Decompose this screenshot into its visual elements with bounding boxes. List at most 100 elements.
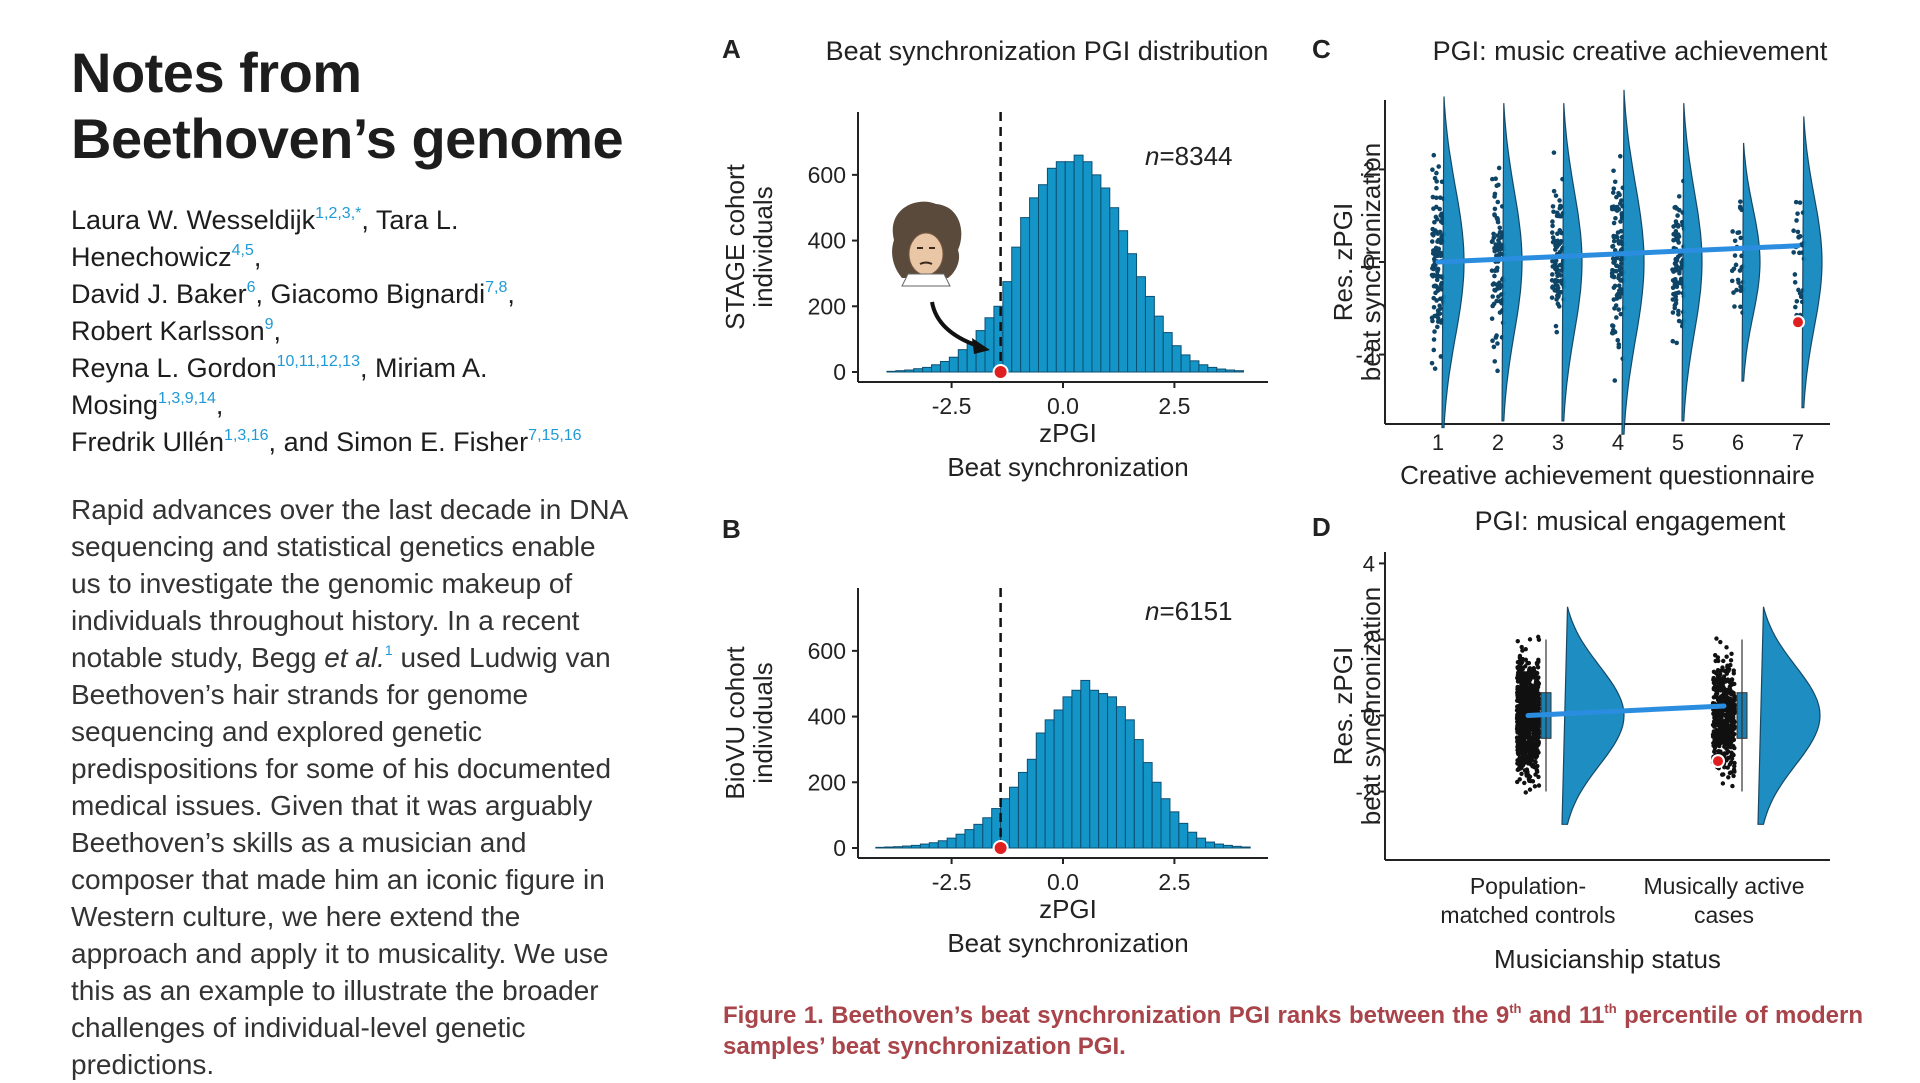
histogram-bar — [1171, 345, 1182, 373]
data-point — [1519, 644, 1524, 650]
data-point — [1492, 206, 1498, 212]
x-tick-label: 0.0 — [1047, 393, 1079, 419]
data-point — [1736, 280, 1741, 285]
author-affiliations[interactable]: 10,11,12,13 — [276, 353, 360, 370]
data-point — [1492, 287, 1497, 293]
data-point — [1676, 240, 1681, 245]
data-point — [1610, 243, 1616, 249]
data-point — [1520, 717, 1525, 722]
histogram-bar — [1133, 739, 1144, 849]
author: Giacomo Bignardi7,8, — [271, 279, 515, 309]
data-point — [1535, 665, 1541, 670]
author-affiliations[interactable]: 7,8 — [485, 279, 508, 296]
data-point — [1712, 749, 1717, 754]
author: David J. Baker6, — [71, 279, 263, 309]
data-point — [1731, 773, 1736, 779]
author-affiliations[interactable]: 1,2,3,* — [315, 205, 362, 222]
data-point — [1431, 295, 1437, 301]
histogram-bar — [1091, 174, 1102, 373]
abstract-reference[interactable]: 1 — [384, 642, 393, 658]
category-group — [1670, 103, 1703, 422]
author-affiliations[interactable]: 4,5 — [231, 242, 254, 259]
y-tick-label: 200 — [808, 293, 846, 319]
author-name: Miriam A. Mosing — [71, 353, 488, 420]
data-point — [1555, 288, 1560, 293]
data-point — [1610, 256, 1616, 262]
histogram-bar — [1144, 295, 1155, 373]
category-group — [1710, 606, 1821, 825]
data-point — [1515, 737, 1520, 742]
x-tick-label: 0.0 — [1047, 869, 1079, 895]
data-point — [1718, 688, 1723, 693]
data-point — [1675, 232, 1681, 237]
author-affiliations[interactable]: 1,3,9,14 — [158, 390, 216, 407]
data-point — [1793, 199, 1799, 205]
author-affiliations[interactable]: 1,3,16 — [224, 427, 269, 444]
histogram-bar — [1017, 771, 1028, 849]
author-affiliations[interactable]: 6 — [246, 279, 256, 296]
author-affiliations[interactable]: 7,15,16 — [528, 427, 582, 444]
histogram-bar — [913, 368, 924, 373]
data-point — [1724, 645, 1729, 650]
histogram-bar — [1100, 187, 1111, 373]
author-affiliations[interactable]: 9 — [264, 316, 274, 333]
x-axis-label: zPGI — [1039, 894, 1097, 924]
x-tick-label: matched controls — [1440, 902, 1615, 928]
data-point — [1536, 742, 1541, 747]
data-point — [1727, 741, 1733, 747]
abstract-text-2: used Ludwig van Beethoven’s hair strands… — [71, 642, 612, 1080]
data-point — [1520, 727, 1525, 733]
data-point — [1730, 229, 1735, 234]
data-point — [1711, 743, 1716, 748]
data-point — [1432, 329, 1437, 334]
histogram-bar — [904, 369, 915, 373]
histogram-bar — [1207, 366, 1218, 373]
author-name: Robert Karlsson — [71, 316, 265, 346]
density-half-violin — [1621, 89, 1645, 435]
histogram-bar — [928, 842, 939, 849]
data-point — [1434, 217, 1440, 222]
y-tick-label: 2 — [1363, 157, 1375, 182]
data-point — [1675, 280, 1680, 285]
data-point — [1722, 764, 1727, 770]
data-point — [1495, 233, 1500, 238]
x-tick-label: Musically active — [1643, 873, 1804, 899]
data-point — [1717, 668, 1722, 674]
data-point — [1674, 264, 1680, 269]
histogram-bar — [984, 317, 995, 373]
data-point — [1791, 250, 1796, 255]
data-point — [1535, 705, 1540, 710]
x-tick-label: -2.5 — [932, 393, 972, 419]
data-point — [1721, 674, 1727, 679]
data-point — [1522, 780, 1527, 786]
data-point — [1670, 338, 1676, 344]
x-axis-label-2: Beat synchronization — [947, 452, 1188, 482]
data-point — [1523, 790, 1528, 795]
data-point — [1738, 235, 1744, 241]
data-point — [1437, 206, 1442, 212]
data-point — [1611, 186, 1617, 191]
histogram-bar — [1234, 370, 1244, 373]
data-point — [1519, 668, 1524, 673]
data-point — [1718, 724, 1723, 729]
data-point — [1558, 203, 1563, 209]
histogram-bar — [1107, 696, 1117, 849]
data-point — [1612, 378, 1618, 383]
data-point — [1732, 238, 1738, 244]
histogram-bar — [1026, 758, 1037, 849]
data-point — [1495, 199, 1501, 205]
data-point — [1536, 783, 1542, 788]
data-point — [1613, 268, 1619, 274]
data-point — [1525, 671, 1531, 677]
data-point — [1614, 255, 1620, 261]
data-point — [1673, 229, 1679, 234]
histogram-bar — [1071, 689, 1082, 849]
x-tick-label: -2.5 — [932, 869, 972, 895]
histogram-bar — [1037, 184, 1048, 373]
x-tick-label: Population- — [1470, 873, 1586, 899]
panel-label-d: D — [1312, 512, 1331, 542]
data-point — [1553, 242, 1559, 247]
data-point — [1431, 272, 1437, 278]
histogram-bar — [1180, 354, 1191, 373]
sample-size-n: n — [1145, 141, 1159, 171]
